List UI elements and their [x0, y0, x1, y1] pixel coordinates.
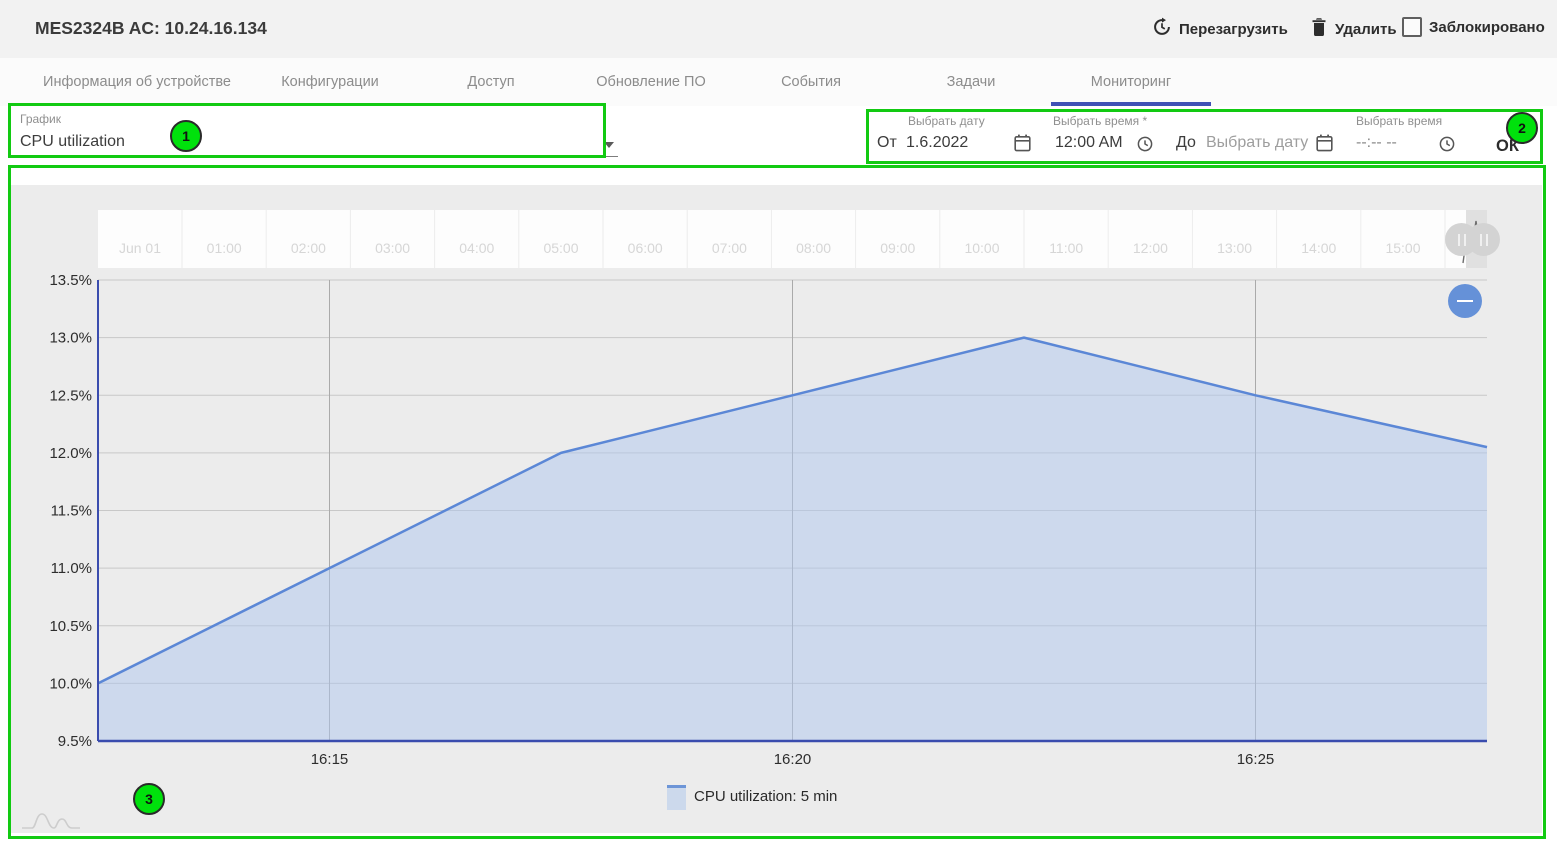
minus-icon: [1457, 299, 1473, 303]
graph-select-underline: [18, 156, 618, 157]
svg-text:08:00: 08:00: [796, 240, 831, 256]
svg-text:03:00: 03:00: [375, 240, 410, 256]
svg-text:12.0%: 12.0%: [49, 445, 92, 462]
delete-label: Удалить: [1335, 20, 1397, 38]
svg-text:16:20: 16:20: [774, 751, 812, 768]
legend-swatch: [667, 785, 686, 810]
svg-text:02:00: 02:00: [291, 240, 326, 256]
active-tab-indicator: [1051, 102, 1211, 106]
svg-text:01:00: 01:00: [207, 240, 242, 256]
from-date-input[interactable]: 1.6.2022: [906, 134, 969, 151]
tab-access[interactable]: Доступ: [467, 74, 515, 90]
delete-button[interactable]: Удалить: [1310, 17, 1397, 41]
annotation-badge-3: 3: [133, 783, 165, 815]
to-date-input[interactable]: Выбрать дату: [1206, 134, 1309, 151]
svg-text:12.5%: 12.5%: [49, 387, 92, 404]
to-date-calendar-icon[interactable]: [1316, 134, 1333, 155]
svg-text:12:00: 12:00: [1133, 240, 1168, 256]
from-date-calendar-icon[interactable]: [1014, 134, 1031, 155]
reload-label: Перезагрузить: [1179, 20, 1288, 38]
to-time-clock-icon[interactable]: [1439, 136, 1455, 155]
tab-monitoring[interactable]: Мониторинг: [1090, 74, 1172, 90]
blocked-checkbox[interactable]: [1402, 17, 1422, 37]
chevron-down-icon[interactable]: [604, 142, 614, 148]
app-header: MES2324B AC: 10.24.16.134 Перезагрузить …: [0, 0, 1557, 58]
from-date-label: Выбрать дату: [908, 114, 985, 128]
to-time-input[interactable]: --:-- --: [1356, 134, 1397, 151]
svg-text:10.0%: 10.0%: [49, 675, 92, 692]
chart-watermark-icon: [20, 806, 84, 837]
tabs-row: Информация об устройстве Конфигурации До…: [0, 58, 1557, 106]
page-title: MES2324B AC: 10.24.16.134: [35, 18, 267, 38]
cpu-utilization-chart: Jun 01 01:00 02:00 03:00 04:00 05:00 06:00 07:0…: [11, 185, 1542, 833]
svg-text:10:00: 10:00: [964, 240, 999, 256]
from-time-clock-icon[interactable]: [1137, 136, 1153, 155]
tab-firmware[interactable]: Обновление ПО: [596, 74, 706, 90]
svg-text:11.5%: 11.5%: [51, 503, 92, 520]
svg-text:09:00: 09:00: [880, 240, 915, 256]
svg-text:10.5%: 10.5%: [49, 618, 92, 635]
tab-events[interactable]: События: [781, 74, 841, 90]
svg-text:13.0%: 13.0%: [49, 330, 92, 347]
svg-text:9.5%: 9.5%: [58, 733, 92, 750]
chart-canvas[interactable]: Jun 01 01:00 02:00 03:00 04:00 05:00 06:00 07:0…: [11, 185, 1542, 833]
svg-text:13.5%: 13.5%: [49, 272, 92, 289]
svg-text:06:00: 06:00: [628, 240, 663, 256]
reload-icon: [1152, 17, 1172, 41]
trash-icon: [1310, 17, 1328, 41]
annotation-badge-2: 2: [1506, 112, 1538, 144]
svg-text:04:00: 04:00: [459, 240, 494, 256]
blocked-toggle[interactable]: Заблокировано: [1402, 17, 1545, 37]
svg-text:07:00: 07:00: [712, 240, 747, 256]
from-time-input[interactable]: 12:00 AM: [1055, 134, 1123, 151]
graph-select-value[interactable]: CPU utilization: [20, 133, 125, 150]
tab-configurations[interactable]: Конфигурации: [281, 74, 379, 90]
legend-label: CPU utilization: 5 min: [694, 788, 838, 805]
svg-text:15:00: 15:00: [1385, 240, 1420, 256]
tab-device-info[interactable]: Информация об устройстве: [43, 74, 231, 90]
svg-text:13:00: 13:00: [1217, 240, 1252, 256]
to-prefix: До: [1176, 134, 1196, 151]
chart-legend[interactable]: CPU utilization: 5 min: [667, 785, 837, 810]
svg-text:11:00: 11:00: [1049, 240, 1083, 256]
from-prefix: От: [877, 134, 897, 151]
tab-tasks[interactable]: Задачи: [946, 74, 996, 90]
svg-text:16:25: 16:25: [1237, 751, 1275, 768]
svg-text:11.0%: 11.0%: [51, 560, 92, 577]
zoom-out-button[interactable]: [1448, 284, 1482, 318]
navigator-handle-right[interactable]: [1467, 223, 1500, 256]
to-time-label: Выбрать время: [1356, 114, 1443, 128]
svg-text:14:00: 14:00: [1301, 240, 1336, 256]
blocked-label: Заблокировано: [1429, 18, 1545, 36]
from-time-label: Выбрать время *: [1053, 114, 1148, 128]
reload-button[interactable]: Перезагрузить: [1152, 17, 1288, 41]
svg-text:16:15: 16:15: [311, 751, 349, 768]
annotation-badge-1: 1: [170, 120, 202, 152]
svg-text:05:00: 05:00: [543, 240, 578, 256]
svg-text:Jun 01: Jun 01: [119, 240, 161, 256]
graph-select-label: График: [20, 112, 61, 126]
